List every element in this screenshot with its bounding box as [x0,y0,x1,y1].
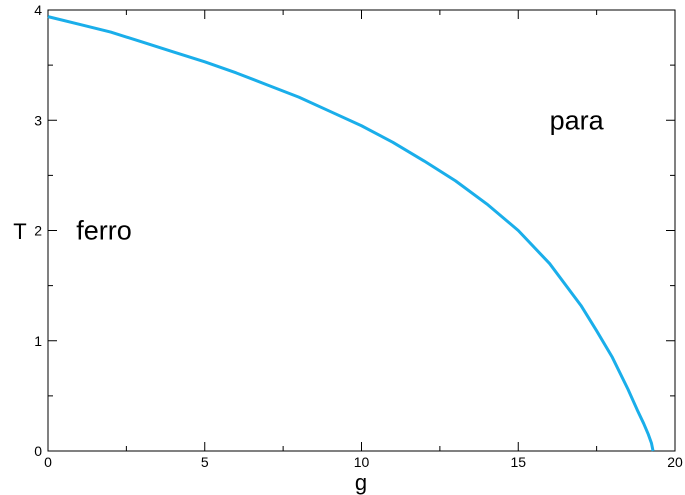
y-tick-label: 1 [34,333,42,349]
y-tick-label: 0 [34,443,42,459]
region-label-ferro: ferro [76,216,132,246]
region-label-para: para [550,105,605,135]
phase-boundary-line [47,15,655,452]
x-tick-label: 5 [201,454,209,470]
x-tick-label: 20 [667,454,683,470]
x-tick-label: 15 [510,454,526,470]
annotation-layer: ferro para [76,105,604,245]
x-tick-label: 10 [354,454,370,470]
y-tick-label: 2 [34,223,42,239]
axis-tick-labels: 0 5 10 15 20 0 1 2 3 4 [34,2,683,470]
y-tick-label: 4 [34,2,42,18]
series-layer [47,15,655,452]
x-tick-label: 0 [44,454,52,470]
plot-frame [47,9,676,452]
axis-ticks [47,9,676,452]
y-axis-label: T [13,219,26,244]
y-tick-label: 3 [34,112,42,128]
x-axis-label: g [355,470,367,495]
